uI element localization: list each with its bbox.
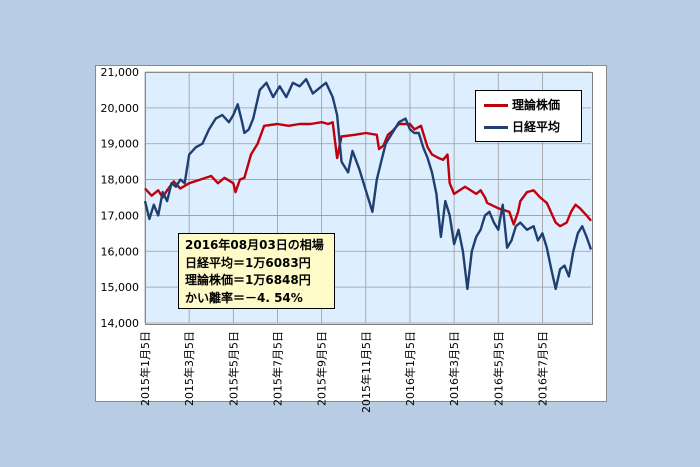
y-tick-label-0: 14,000 [101,317,140,330]
legend-label-nikkei: 日経平均 [512,120,561,134]
y-tick-label-6: 20,000 [101,102,140,115]
x-tick-label-0: 2015年1月5日 [138,331,152,406]
x-axis-tick-labels: 2015年1月5日 2015年3月5日 2015年5月5日 2015年7月5日 2015… [138,331,549,413]
x-tick-label-7: 2016年3月5日 [447,331,461,406]
legend-item-nikkei: 日経平均 [484,119,560,135]
y-tick-label-7: 21,000 [101,66,140,79]
x-tick-label-4: 2015年9月5日 [315,331,329,406]
y-tick-label-2: 16,000 [101,245,140,258]
legend-label-theoretical: 理論株価 [512,98,561,112]
legend-swatch-theoretical [484,104,508,107]
y-tick-label-1: 15,000 [101,281,140,294]
legend: 理論株価 日経平均 [475,90,582,142]
legend-swatch-nikkei [484,126,508,129]
info-box: 2016年08月03日の相場 日経平均＝1万6083円 理論株価＝1万6848円… [178,233,335,309]
y-axis-tick-labels: 14,000 15,000 16,000 17,000 18,000 19,000 20,0… [101,66,140,330]
info-deviation: かい離率＝－4. 54% [185,290,303,305]
series-line-nikkei [143,78,593,291]
x-tick-label-9: 2016年7月5日 [535,331,549,406]
x-tick-label-3: 2015年7月5日 [270,331,284,406]
info-date: 2016年08月03日の相場 [185,238,324,252]
info-theoretical: 理論株価＝1万6848円 [185,273,311,287]
x-tick-label-8: 2016年5月5日 [491,331,505,406]
y-tick-label-3: 17,000 [101,209,140,222]
y-tick-label-4: 18,000 [101,174,140,187]
series-line-theoretical [144,121,592,228]
x-tick-label-6: 2016年1月5日 [403,331,417,406]
y-tick-label-5: 19,000 [101,138,140,151]
x-tick-label-1: 2015年3月5日 [182,331,196,406]
series-layer [143,78,593,291]
info-nikkei: 日経平均＝1万6083円 [185,255,311,270]
x-tick-label-2: 2015年5月5日 [226,331,240,406]
legend-item-theoretical: 理論株価 [484,97,560,113]
x-tick-label-5: 2015年11月5日 [359,331,373,413]
